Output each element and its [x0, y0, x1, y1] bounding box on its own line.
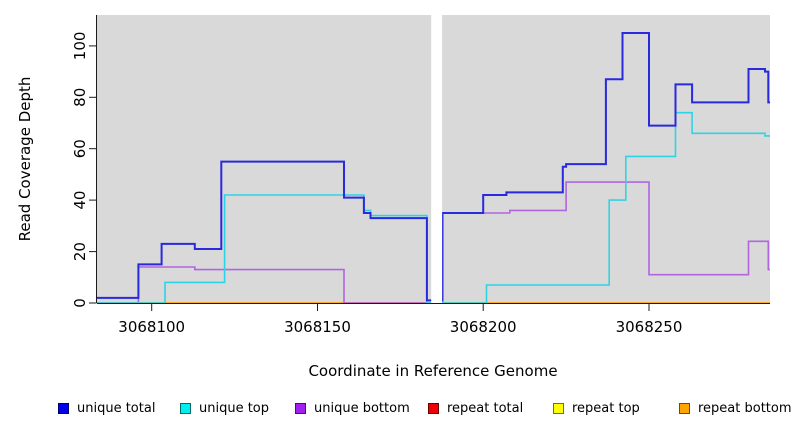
series-line-unique-bottom — [97, 181, 770, 304]
y-axis-ticks: 0 20 40 60 80 100 — [71, 32, 97, 308]
y-tick-label: 40 — [71, 191, 89, 210]
legend-swatch-unique-top — [180, 402, 191, 414]
legend-swatch-unique-bottom — [295, 402, 306, 414]
legend-label: unique bottom — [314, 400, 410, 416]
legend-item-unique-bottom: unique bottom — [295, 398, 410, 418]
x-axis-ticks: 3068100 3068150 3068200 3068250 — [118, 304, 682, 336]
y-tick-label: 20 — [71, 242, 89, 261]
axes — [96, 15, 770, 304]
legend-label: repeat total — [447, 400, 524, 416]
legend-swatch-repeat-top — [553, 402, 564, 414]
x-axis-title: Coordinate in Reference Genome — [308, 362, 557, 380]
legend-swatch-repeat-bottom — [679, 402, 690, 414]
y-tick-label: 0 — [71, 298, 89, 308]
legend-item-repeat-top: repeat top — [553, 398, 640, 418]
series-line-unique-total — [97, 32, 770, 302]
coverage-gap-band — [431, 15, 443, 303]
y-tick-label: 80 — [71, 88, 89, 107]
legend-label: repeat bottom — [698, 400, 792, 416]
legend-swatch-repeat-total — [428, 402, 439, 414]
y-tick-label: 100 — [71, 32, 89, 61]
series-line-unique-top — [97, 111, 770, 304]
x-tick-label: 3068200 — [450, 318, 517, 336]
legend-label: unique total — [77, 400, 156, 416]
x-tick-label: 3068150 — [284, 318, 351, 336]
legend-label: repeat top — [572, 400, 640, 416]
legend-item-repeat-bottom: repeat bottom — [679, 398, 792, 418]
legend-item-repeat-total: repeat total — [428, 398, 523, 418]
x-tick-label: 3068250 — [616, 318, 683, 336]
x-tick-label: 3068100 — [118, 318, 185, 336]
legend-swatch-unique-total — [58, 402, 69, 414]
legend: unique total unique top unique bottom repea… — [0, 398, 792, 422]
y-tick-label: 60 — [71, 139, 89, 158]
legend-item-unique-top: unique top — [180, 398, 269, 418]
legend-label: unique top — [199, 400, 270, 416]
y-axis-title: Read Coverage Depth — [16, 77, 34, 242]
legend-item-unique-total: unique total — [58, 398, 155, 418]
